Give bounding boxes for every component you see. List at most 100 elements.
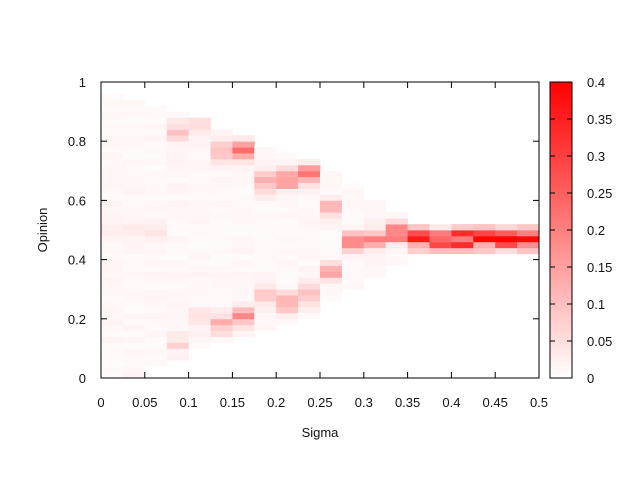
heatmap-cell	[144, 141, 168, 148]
heatmap-cell	[144, 117, 168, 124]
heatmap-cell	[188, 265, 211, 272]
heatmap-cell	[188, 129, 211, 136]
heatmap-cell	[144, 277, 168, 284]
heatmap-cell	[166, 235, 189, 243]
heatmap-cell	[429, 230, 452, 237]
heatmap-cell	[166, 218, 189, 225]
heatmap-cell	[385, 218, 408, 225]
heatmap-cell	[254, 218, 277, 225]
y-axis-ticks: 0 0.2 0.4 0.6 0.8 1	[68, 75, 539, 386]
heatmap-cell	[276, 295, 299, 302]
heatmap-cell	[407, 235, 430, 243]
heatmap-cell	[276, 301, 299, 308]
heatmap-cell	[101, 218, 124, 225]
heatmap-cell	[298, 235, 321, 243]
heatmap-cell	[122, 158, 146, 166]
heatmap-cell	[101, 105, 124, 112]
heatmap-cell	[298, 312, 321, 320]
heatmap-cell	[166, 247, 189, 255]
heatmap-cell	[232, 147, 255, 154]
y-tick-label: 0.4	[68, 253, 86, 268]
heatmap-cell	[232, 212, 255, 219]
heatmap-cell	[276, 153, 299, 160]
heatmap-cell	[210, 336, 233, 343]
heatmap-cell	[407, 224, 430, 231]
heatmap-cell	[101, 354, 124, 361]
heatmap-cell	[385, 253, 408, 260]
heatmap-cell	[320, 283, 343, 290]
heatmap-cell	[298, 170, 321, 178]
heatmap-cell	[210, 318, 233, 326]
heatmap-cell	[495, 235, 518, 243]
heatmap-cell	[144, 342, 168, 349]
heatmap-cell	[101, 129, 124, 136]
heatmap-cell	[210, 312, 233, 320]
heatmap-cell	[144, 301, 168, 308]
heatmap-cell	[407, 247, 430, 255]
heatmap-cell	[166, 330, 189, 337]
heatmap-cell	[166, 212, 189, 219]
heatmap-cell	[122, 194, 146, 201]
heatmap-cell	[144, 153, 168, 160]
heatmap-cell	[101, 182, 124, 189]
heatmap-cell	[101, 111, 124, 118]
heatmap-cell	[166, 200, 189, 207]
heatmap-cell	[363, 200, 387, 207]
heatmap-cell	[188, 271, 211, 278]
y-tick-label: 0.2	[68, 312, 86, 327]
heatmap-cell	[210, 135, 233, 142]
heatmap-cell	[341, 241, 365, 249]
heatmap-cell	[298, 306, 321, 314]
heatmap-cell	[101, 283, 124, 290]
heatmap-cell	[210, 153, 233, 160]
heatmap-cell	[144, 105, 168, 112]
heatmap-cell	[166, 164, 189, 172]
heatmap-cell	[341, 253, 365, 260]
heatmap-cell	[232, 135, 255, 142]
heatmap-cell	[363, 206, 387, 213]
heatmap-cell	[254, 241, 277, 249]
heatmap-cell	[101, 324, 124, 332]
heatmap-cell	[232, 330, 255, 337]
heatmap-cell	[232, 164, 255, 172]
heatmap-cell	[144, 224, 168, 231]
heatmap-cell	[122, 235, 146, 243]
heatmap-cell	[385, 230, 408, 237]
heatmap-cell	[276, 182, 299, 189]
heatmap-cell	[385, 241, 408, 249]
heatmap-cell	[144, 312, 168, 320]
heatmap-cell	[276, 194, 299, 201]
heatmap-cell	[166, 135, 189, 142]
heatmap-cell	[144, 354, 168, 361]
heatmap-cell	[188, 259, 211, 266]
heatmap-cell	[407, 241, 430, 249]
heatmap-cell	[429, 224, 452, 231]
heatmap-cell	[210, 129, 233, 136]
heatmap-cell	[101, 123, 124, 130]
heatmap-cell	[101, 235, 124, 243]
heatmap-cell	[232, 153, 255, 160]
heatmap-cell	[144, 188, 168, 195]
heatmap-cell	[144, 218, 168, 225]
heatmap-cell	[473, 224, 496, 231]
x-tick-label: 0.25	[307, 395, 332, 410]
x-tick-label: 0.45	[483, 395, 508, 410]
heatmap-cell	[298, 188, 321, 195]
heatmap-cell	[254, 164, 277, 172]
heatmap-cell	[144, 265, 168, 272]
heatmap-cell	[101, 295, 124, 302]
heatmap-cell	[122, 295, 146, 302]
heatmap-cell	[232, 253, 255, 260]
heatmap-cell	[166, 342, 189, 349]
heatmap-cell	[122, 265, 146, 272]
heatmap-cell	[166, 306, 189, 314]
heatmap-cell	[341, 259, 365, 266]
colorbar-ticks: 0 0.05 0.1 0.15 0.2 0.25 0.3 0.35 0.4	[550, 75, 612, 386]
heatmap-cell	[144, 230, 168, 237]
heatmap-cell	[122, 372, 146, 379]
heatmap-cell	[144, 200, 168, 207]
heatmap-cell	[429, 235, 452, 243]
heatmap-cell	[101, 212, 124, 219]
colorbar-tick-label: 0.35	[587, 112, 612, 127]
heatmap-cell	[276, 200, 299, 207]
